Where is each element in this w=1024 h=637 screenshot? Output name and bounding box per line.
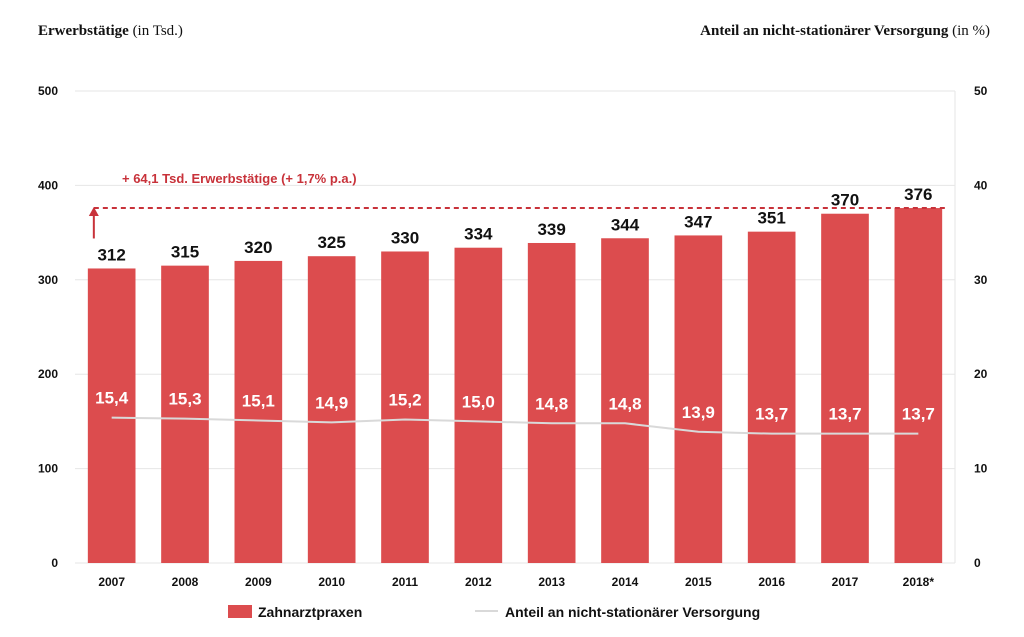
x-axis-ticks: 2007 2008 2009 2010 2011 2012 2013 2014 2015 2016… bbox=[98, 575, 934, 589]
bar-value-label: 370 bbox=[831, 191, 859, 210]
line-value-label: 13,9 bbox=[682, 403, 715, 422]
right-tick-label: 30 bbox=[974, 273, 988, 287]
right-axis-unit: (in %) bbox=[952, 23, 990, 39]
left-axis-unit: (in Tsd.) bbox=[133, 23, 183, 39]
x-tick-label: 2018* bbox=[903, 575, 935, 589]
x-tick-label: 2010 bbox=[318, 575, 345, 589]
bar bbox=[87, 268, 136, 563]
bar-series bbox=[87, 208, 943, 564]
x-tick-label: 2008 bbox=[172, 575, 199, 589]
bar-value-label: 320 bbox=[244, 238, 272, 257]
bar-value-label: 344 bbox=[611, 215, 640, 234]
line-value-label: 13,7 bbox=[828, 405, 861, 424]
x-tick-label: 2015 bbox=[685, 575, 712, 589]
x-tick-label: 2007 bbox=[98, 575, 125, 589]
bar-value-label: 376 bbox=[904, 185, 932, 204]
growth-annotation: + 64,1 Tsd. Erwerbstätige (+ 1,7% p.a.) bbox=[88, 171, 947, 239]
line-value-label: 15,0 bbox=[462, 392, 495, 411]
left-tick-label: 300 bbox=[38, 273, 58, 287]
right-tick-label: 40 bbox=[974, 178, 988, 192]
left-tick-label: 100 bbox=[38, 462, 58, 476]
left-tick-label: 400 bbox=[38, 178, 58, 192]
line-value-label: 14,9 bbox=[315, 393, 348, 412]
line-value-label: 15,1 bbox=[242, 391, 275, 410]
left-axis-ticks: 0 100 200 300 400 500 bbox=[38, 84, 58, 570]
bar bbox=[601, 238, 649, 563]
x-tick-label: 2011 bbox=[392, 575, 418, 589]
bar bbox=[381, 251, 429, 564]
bar-value-label: 334 bbox=[464, 225, 493, 244]
line-value-label: 15,3 bbox=[168, 390, 201, 409]
bar-value-label: 347 bbox=[684, 212, 712, 231]
bar-value-label: 315 bbox=[171, 243, 199, 262]
line-value-label: 14,8 bbox=[535, 394, 568, 413]
right-tick-label: 10 bbox=[974, 462, 988, 476]
bar bbox=[894, 208, 943, 563]
right-tick-label: 50 bbox=[974, 84, 988, 98]
right-tick-label: 20 bbox=[974, 367, 988, 381]
bar bbox=[747, 231, 796, 563]
bar-value-labels: 312 315 320 325 330 334 339 344 347 351 370 376 bbox=[97, 185, 932, 264]
x-tick-label: 2009 bbox=[245, 575, 272, 589]
bar bbox=[821, 213, 869, 563]
right-tick-label: 0 bbox=[974, 556, 981, 570]
series-line bbox=[111, 416, 919, 435]
bar bbox=[307, 256, 356, 563]
left-axis-title: Erwerbstätige (in Tsd.) bbox=[38, 23, 183, 39]
bar bbox=[674, 235, 723, 563]
bar-value-label: 339 bbox=[537, 220, 565, 239]
right-axis-ticks: 0 10 20 30 40 50 bbox=[974, 84, 988, 570]
line-value-label: 15,4 bbox=[95, 389, 129, 408]
bar bbox=[234, 260, 283, 563]
bar-value-label: 351 bbox=[757, 209, 785, 228]
bar bbox=[454, 247, 503, 564]
bar-value-label: 312 bbox=[97, 245, 125, 264]
bar-value-label: 330 bbox=[391, 228, 419, 247]
right-axis-title: Anteil an nicht-stationärer Versorgung (… bbox=[700, 23, 990, 39]
annotation-text: + 64,1 Tsd. Erwerbstätige (+ 1,7% p.a.) bbox=[122, 171, 357, 186]
left-tick-label: 500 bbox=[38, 84, 58, 98]
legend: Zahnarztpraxen Anteil an nicht-stationäre… bbox=[228, 604, 760, 620]
x-tick-label: 2016 bbox=[758, 575, 785, 589]
line-value-label: 15,2 bbox=[388, 391, 421, 410]
line-value-labels: 15,4 15,3 15,1 14,9 15,2 15,0 14,8 14,8 13,9 13,7… bbox=[95, 389, 935, 424]
x-tick-label: 2014 bbox=[612, 575, 639, 589]
left-tick-label: 0 bbox=[51, 556, 58, 570]
line-value-label: 13,7 bbox=[755, 405, 788, 424]
annotation-arrow-head bbox=[88, 207, 99, 217]
legend-swatch-bar bbox=[228, 605, 252, 618]
x-tick-label: 2012 bbox=[465, 575, 492, 589]
bar bbox=[161, 265, 209, 563]
legend-label-line: Anteil an nicht-stationärer Versorgung bbox=[505, 604, 760, 620]
x-tick-label: 2017 bbox=[832, 575, 859, 589]
line-value-label: 13,7 bbox=[902, 405, 935, 424]
line-value-label: 14,8 bbox=[608, 394, 641, 413]
bar bbox=[527, 242, 576, 563]
left-tick-label: 200 bbox=[38, 367, 58, 381]
legend-label-bar: Zahnarztpraxen bbox=[258, 604, 362, 620]
gridlines bbox=[75, 90, 956, 564]
x-tick-label: 2013 bbox=[538, 575, 565, 589]
bar-value-label: 325 bbox=[317, 233, 345, 252]
line-series bbox=[111, 416, 919, 435]
